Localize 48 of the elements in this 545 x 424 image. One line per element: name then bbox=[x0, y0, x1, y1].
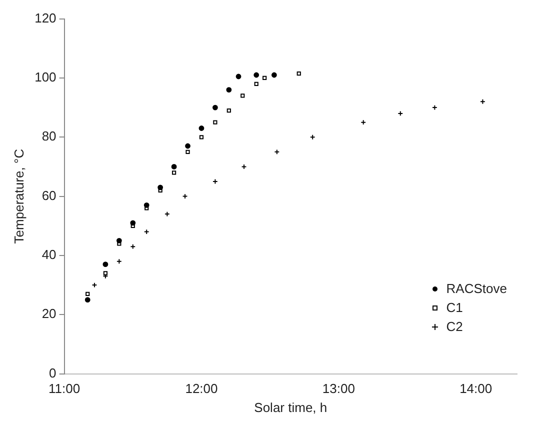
point bbox=[130, 244, 136, 250]
point bbox=[213, 120, 218, 124]
point bbox=[226, 108, 231, 113]
legend-label: C2 bbox=[446, 318, 463, 336]
point bbox=[130, 220, 136, 226]
point bbox=[144, 202, 150, 208]
legend-label: RACStove bbox=[446, 280, 507, 298]
x-tick-label: 11:00 bbox=[48, 381, 80, 396]
point bbox=[103, 271, 108, 276]
point bbox=[144, 229, 150, 234]
y-tick-label: 0 bbox=[49, 365, 56, 380]
point bbox=[186, 150, 190, 154]
legend-label: C1 bbox=[446, 299, 463, 317]
x-tick-label: 13:00 bbox=[322, 381, 355, 396]
y-axis-title: Temperature, °C bbox=[11, 148, 26, 244]
point bbox=[86, 292, 90, 296]
point bbox=[226, 87, 232, 92]
point bbox=[158, 184, 164, 190]
y-tick-label: 120 bbox=[34, 10, 56, 26]
point bbox=[271, 72, 277, 78]
point bbox=[254, 82, 258, 86]
point bbox=[310, 134, 316, 140]
point bbox=[240, 94, 245, 98]
y-tick-label: 100 bbox=[34, 70, 56, 85]
point bbox=[262, 76, 267, 80]
point bbox=[116, 238, 122, 244]
x-axis-title: Solar time, h bbox=[254, 400, 328, 415]
point bbox=[236, 74, 242, 80]
point bbox=[480, 98, 486, 104]
x-tick-label: 14:00 bbox=[460, 381, 492, 396]
y-tick-label: 60 bbox=[42, 188, 56, 203]
point bbox=[84, 297, 90, 303]
point bbox=[164, 211, 170, 217]
point bbox=[172, 170, 176, 175]
point bbox=[116, 258, 122, 264]
point bbox=[254, 72, 260, 78]
point bbox=[171, 164, 177, 170]
point bbox=[198, 126, 204, 131]
point bbox=[212, 104, 218, 110]
point bbox=[296, 71, 301, 76]
point bbox=[274, 149, 280, 155]
x-tick-label: 12:00 bbox=[185, 381, 218, 396]
point bbox=[185, 143, 190, 149]
y-tick-label: 20 bbox=[42, 306, 56, 322]
point bbox=[199, 135, 204, 140]
y-tick-label: 40 bbox=[42, 247, 56, 262]
point bbox=[102, 262, 108, 268]
y-tick-label: 80 bbox=[42, 128, 56, 144]
